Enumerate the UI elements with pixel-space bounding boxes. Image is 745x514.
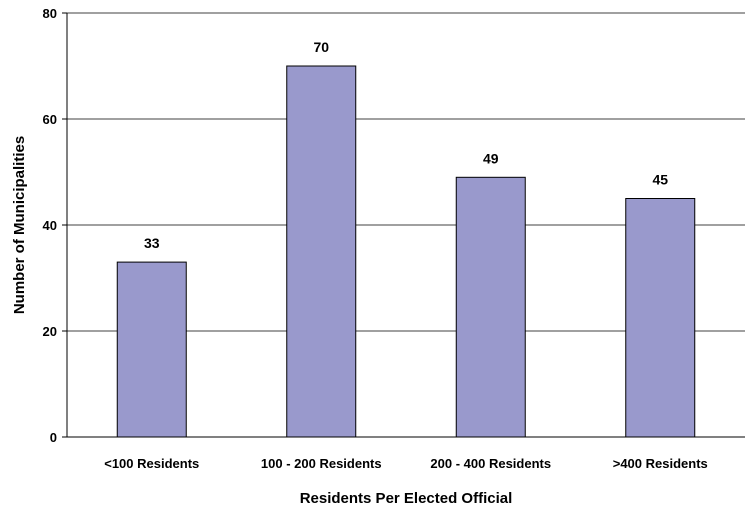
x-tick-label: 100 - 200 Residents [261, 456, 382, 471]
bar [116, 261, 187, 438]
bar [625, 198, 696, 438]
data-labels: 33 70 49 45 [144, 39, 668, 251]
y-tick-label: 20 [43, 324, 57, 339]
x-tick-label: 200 - 400 Residents [430, 456, 551, 471]
data-label: 70 [313, 39, 329, 55]
y-tick-label: 80 [43, 6, 57, 21]
y-tick-label: 60 [43, 112, 57, 127]
y-axis-title: Number of Municipalities [11, 136, 28, 314]
bars [116, 65, 696, 438]
bar [455, 176, 526, 438]
x-axis-categories: <100 Residents 100 - 200 Residents 200 - 4… [104, 456, 708, 471]
data-label: 49 [483, 150, 499, 166]
y-tick-label: 40 [43, 218, 57, 233]
x-axis-title: Residents Per Elected Official [300, 490, 513, 507]
x-tick-label: <100 Residents [104, 456, 199, 471]
data-label: 45 [652, 172, 668, 188]
data-label: 33 [144, 235, 160, 251]
x-tick-label: >400 Residents [613, 456, 708, 471]
bar [286, 65, 357, 438]
y-tick-label: 0 [50, 430, 57, 445]
y-axis-ticks: 0 20 40 60 80 [43, 6, 67, 445]
